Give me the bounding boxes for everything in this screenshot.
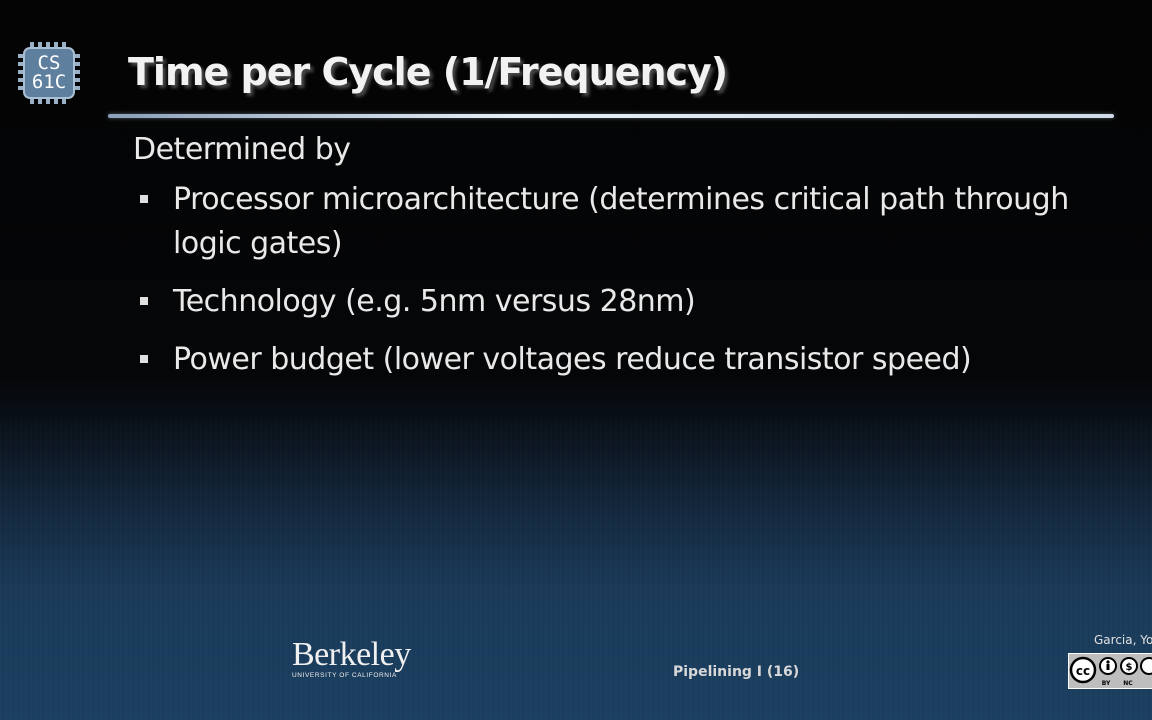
square-bullet-icon: [140, 355, 148, 363]
chip-label-line2: 61C: [31, 71, 67, 93]
creative-commons-by-nc-sa-icon: cc $ BY NC: [1068, 653, 1152, 689]
lead-text: Determined by: [133, 132, 351, 167]
bullet-item: Processor microarchitecture (determines …: [133, 178, 1093, 266]
chip-icon: [18, 42, 80, 104]
author-credit: Garcia, Yo: [1094, 633, 1152, 647]
bullet-text: Processor microarchitecture (determines …: [173, 182, 1069, 261]
cs61c-chip-logo: CS 61C: [16, 40, 82, 106]
bullet-list: Processor microarchitecture (determines …: [133, 178, 1093, 382]
berkeley-logo: Berkeley UNIVERSITY OF CALIFORNIA: [292, 638, 411, 680]
slide-title: Time per Cycle (1/Frequency): [128, 50, 728, 94]
svg-text:$: $: [1126, 662, 1133, 673]
license-nc-label: NC: [1123, 680, 1133, 687]
title-underline: [108, 114, 1114, 118]
square-bullet-icon: [140, 195, 148, 203]
slide-content: Determined by Processor microarchitectur…: [133, 128, 1093, 396]
chip-label: CS 61C: [16, 40, 82, 106]
license-by-label: BY: [1102, 680, 1111, 687]
chip-label-line1: CS: [37, 52, 61, 74]
slide-footer-label: Pipelining I (16): [673, 664, 800, 680]
bullet-text: Technology (e.g. 5nm versus 28nm): [173, 284, 696, 319]
bullet-text: Power budget (lower voltages reduce tran…: [173, 342, 972, 377]
square-bullet-icon: [140, 297, 148, 305]
berkeley-subtitle: UNIVERSITY OF CALIFORNIA: [292, 672, 397, 679]
bullet-item: Power budget (lower voltages reduce tran…: [133, 338, 1093, 382]
svg-text:cc: cc: [1076, 664, 1090, 678]
berkeley-wordmark: Berkeley: [292, 636, 411, 673]
bullet-item: Technology (e.g. 5nm versus 28nm): [133, 280, 1093, 324]
